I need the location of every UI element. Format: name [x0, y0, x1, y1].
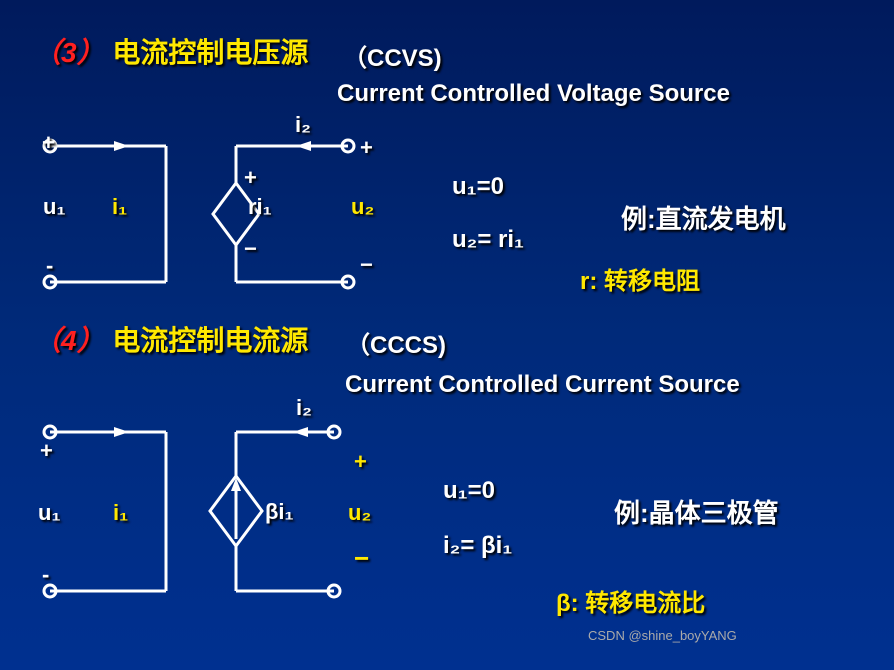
c3-ri1: ri₁ — [248, 194, 272, 220]
c3-u2: u₂ — [351, 194, 374, 220]
section4-heading: （4） 电流控制电流源 — [33, 319, 308, 359]
c3-plus-left: + — [42, 130, 55, 156]
c3-minus-right: − — [360, 252, 373, 278]
section3-eq1: u₁=0 — [452, 173, 504, 201]
c3-minus-src: − — [244, 236, 257, 262]
c4-plus-left: + — [40, 438, 53, 464]
c4-bi1: βi₁ — [265, 499, 294, 525]
watermark: CSDN @shine_boyYANG — [588, 628, 737, 643]
section4-param: β: 转移电流比 — [556, 583, 705, 618]
section4-example: 例:晶体三极管 — [614, 493, 779, 530]
c4-plus-right: + — [354, 449, 367, 475]
c3-plus-right: + — [360, 135, 373, 161]
c3-minus-left: - — [46, 253, 53, 279]
ccvs-circuit — [36, 130, 406, 330]
section4-abbrev: （CCCS) — [346, 325, 446, 360]
section4-eq1: u₁=0 — [443, 477, 495, 505]
section4-subtitle: Current Controlled Current Source — [345, 371, 740, 399]
c4-i1: i₁ — [113, 500, 128, 526]
section3-abbrev: （CCVS) — [343, 38, 442, 73]
section3-subtitle: Current Controlled Voltage Source — [337, 80, 730, 108]
c3-plus-src: + — [244, 165, 257, 191]
c4-u1: u₁ — [38, 500, 61, 526]
section4-title-cn: 电流控制电流源 — [112, 325, 308, 356]
section3-heading: （3） 电流控制电压源 — [33, 31, 308, 71]
c3-i1: i₁ — [112, 194, 127, 220]
section4-number: （4） — [33, 325, 105, 356]
section3-eq2: u₂= ri₁ — [452, 226, 524, 254]
c3-i2: i₂ — [295, 112, 311, 138]
c4-minus-right: − — [354, 543, 369, 574]
section4-eq2: i₂= βi₁ — [443, 532, 512, 560]
section3-title-cn: 电流控制电压源 — [112, 37, 308, 68]
c4-minus-left: - — [42, 562, 49, 588]
cccs-circuit — [36, 416, 406, 636]
c3-u1: u₁ — [43, 194, 66, 220]
section3-number: （3） — [33, 37, 105, 68]
c4-u2: u₂ — [348, 500, 371, 526]
section3-param: r: 转移电阻 — [580, 261, 700, 296]
c4-i2: i₂ — [296, 395, 312, 421]
section3-example: 例:直流发电机 — [621, 199, 786, 236]
